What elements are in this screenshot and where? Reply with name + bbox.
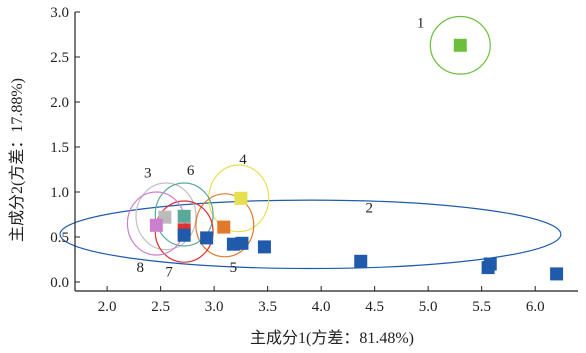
group-label-5: 5 <box>230 260 238 276</box>
y-axis-label: 主成分2(方差：17.88%) <box>8 78 26 242</box>
data-point-6 <box>217 220 231 234</box>
x-tick-label: 4.0 <box>312 299 331 315</box>
data-point-3 <box>177 209 191 223</box>
x-tick-label: 6.0 <box>526 299 545 315</box>
data-point-11 <box>257 240 271 254</box>
data-point-15 <box>550 267 564 281</box>
group-label-6: 6 <box>187 163 195 179</box>
x-tick-label: 2.0 <box>98 299 117 315</box>
group-ellipse-3 <box>135 182 197 251</box>
x-axis-label: 主成分1(方差：81.48%) <box>250 329 414 347</box>
group-ellipses <box>59 15 562 270</box>
x-tick-label: 3.5 <box>258 299 277 315</box>
group-ellipse-1 <box>429 15 491 75</box>
group-label-7: 7 <box>165 265 173 281</box>
group-label-1: 1 <box>417 15 425 31</box>
data-point-14 <box>483 257 497 271</box>
group-ellipse-6 <box>154 182 214 247</box>
data-points <box>149 38 564 281</box>
x-tick-label: 4.5 <box>365 299 384 315</box>
group-label-4: 4 <box>239 152 247 168</box>
axes: 2.0 2.5 3.0 3.5 4.0 4.5 5.0 5.5 6.0 0.0 0.5 1.0 1.5 2… <box>50 5 578 315</box>
group-ellipse-5 <box>195 193 255 258</box>
group-label-8: 8 <box>137 260 145 276</box>
y-tick-label: 2.5 <box>50 50 69 66</box>
y-tick-label: 2.0 <box>50 95 69 111</box>
y-tick-label: 1.0 <box>50 185 69 201</box>
data-point-0 <box>453 38 467 52</box>
group-label-3: 3 <box>144 166 152 182</box>
group-labels: 1 2 3 4 5 6 7 8 <box>137 15 425 280</box>
data-point-8 <box>200 231 214 245</box>
x-tick-label: 5.0 <box>419 299 438 315</box>
data-point-12 <box>354 254 368 268</box>
data-point-1 <box>234 191 248 205</box>
y-tick-label: 3.0 <box>50 5 69 21</box>
group-ellipse-2 <box>59 199 562 270</box>
data-point-7 <box>177 228 191 242</box>
data-point-4 <box>149 218 163 232</box>
y-tick-label: 0.5 <box>50 230 69 246</box>
x-tick-label: 5.5 <box>472 299 491 315</box>
y-tick-label: 0.0 <box>50 275 69 291</box>
data-point-10 <box>235 236 249 250</box>
x-tick-label: 2.5 <box>151 299 170 315</box>
y-tick-label: 1.5 <box>50 140 69 156</box>
group-label-2: 2 <box>366 201 374 217</box>
x-tick-label: 3.0 <box>205 299 224 315</box>
